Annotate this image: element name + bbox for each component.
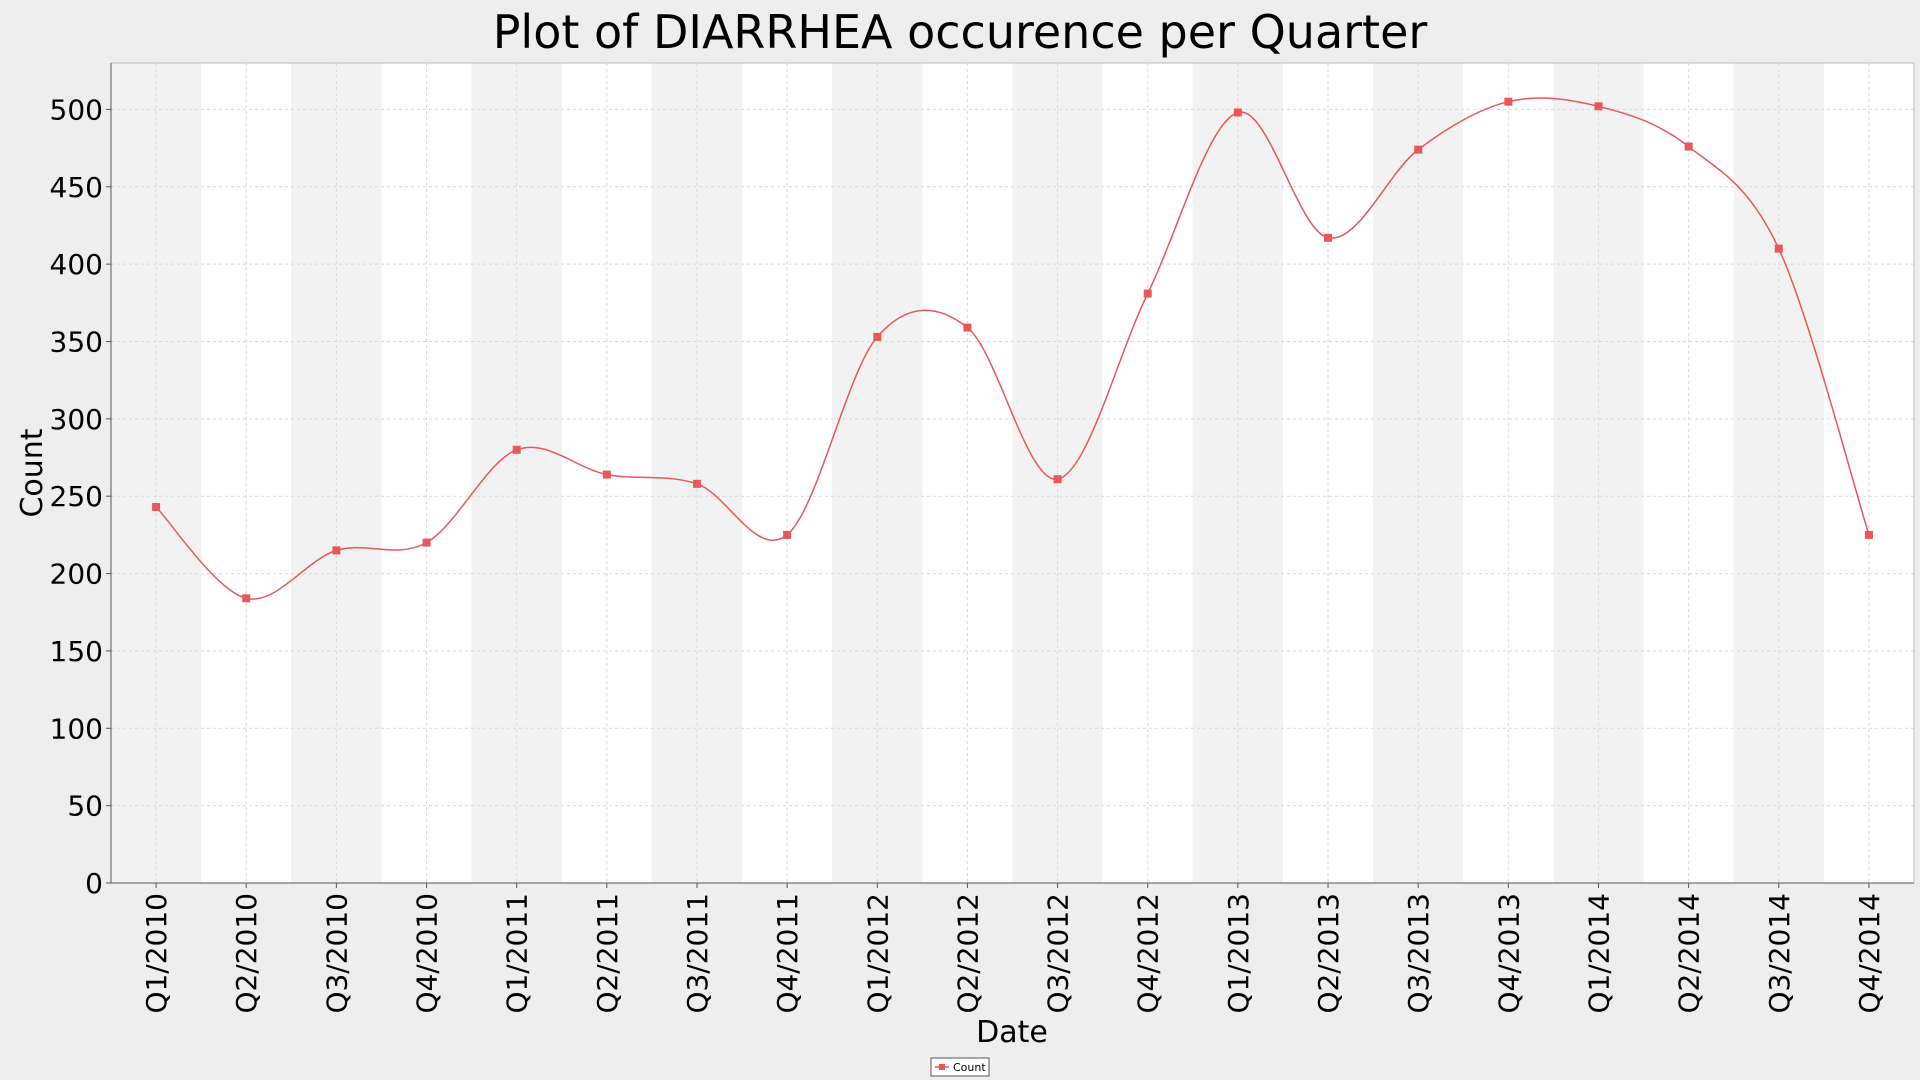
x-tick-label: Q2/2012 [951,893,984,1014]
x-tick-label: Q3/2012 [1042,893,1075,1014]
x-tick-label: Q1/2011 [501,893,534,1014]
x-tick-label: Q2/2013 [1312,893,1345,1014]
y-tick-label: 300 [50,403,103,436]
y-tick-label: 500 [50,93,103,126]
series-points-count [152,97,1873,603]
x-tick-label: Q3/2013 [1402,893,1435,1014]
chart-title: Plot of DIARRHEA occurence per Quarter [493,5,1428,59]
x-tick-label: Q4/2012 [1132,893,1165,1014]
data-point [422,538,431,547]
data-point [1233,108,1242,117]
x-axis-label: Date [976,1015,1048,1050]
data-point [1143,289,1152,298]
data-point [873,332,882,341]
y-tick-label: 0 [85,867,103,900]
x-tick-label: Q1/2013 [1222,893,1255,1014]
data-point [242,594,251,603]
x-tick-label: Q2/2010 [230,893,263,1014]
x-tick-label: Q4/2014 [1853,893,1886,1014]
y-axis-ticks: 0 50 100 150 200 250 300 350 400 450 500 [50,93,111,900]
data-point [1324,233,1333,242]
y-tick-label: 150 [50,635,103,668]
data-point [1414,145,1423,154]
data-point [963,323,972,332]
y-tick-label: 50 [67,790,103,823]
x-tick-label: Q1/2012 [861,893,894,1014]
data-point [1053,475,1062,484]
legend-marker-icon [939,1064,945,1070]
data-point [692,479,701,488]
x-tick-label: Q4/2013 [1492,893,1525,1014]
y-tick-label: 450 [50,171,103,204]
y-tick-label: 350 [50,325,103,358]
data-point [1504,97,1513,106]
x-tick-label: Q2/2011 [591,893,624,1014]
x-tick-label: Q3/2014 [1763,893,1796,1014]
data-point [1864,530,1873,539]
data-point [332,546,341,555]
y-tick-label: 400 [50,248,103,281]
x-tick-label: Q4/2011 [771,893,804,1014]
data-point [512,445,521,454]
legend-box [930,1057,990,1077]
data-point [152,503,161,512]
gridlines [111,63,1914,884]
legend: Count [930,1057,990,1077]
y-tick-label: 100 [50,712,103,745]
x-tick-label: Q2/2014 [1673,893,1706,1014]
axes [110,63,1914,884]
data-point [783,530,792,539]
x-tick-label: Q1/2014 [1582,893,1615,1014]
data-point [1594,102,1603,111]
x-axis-ticks: Q1/2010 Q2/2010 Q3/2010 Q4/2010 Q1/2011 Q2/20… [140,883,1886,1014]
y-tick-label: 200 [50,558,103,591]
x-tick-label: Q4/2010 [411,893,444,1014]
x-tick-label: Q3/2011 [681,893,714,1014]
plot-bands [111,63,1914,883]
x-tick-label: Q1/2010 [140,893,173,1014]
legend-label: Count [953,1061,986,1074]
y-tick-label: 250 [50,480,103,513]
x-tick-label: Q3/2010 [320,893,353,1014]
data-point [1684,142,1693,151]
data-point [1774,244,1783,253]
data-point [602,470,611,479]
y-axis-label: Count [15,428,50,517]
